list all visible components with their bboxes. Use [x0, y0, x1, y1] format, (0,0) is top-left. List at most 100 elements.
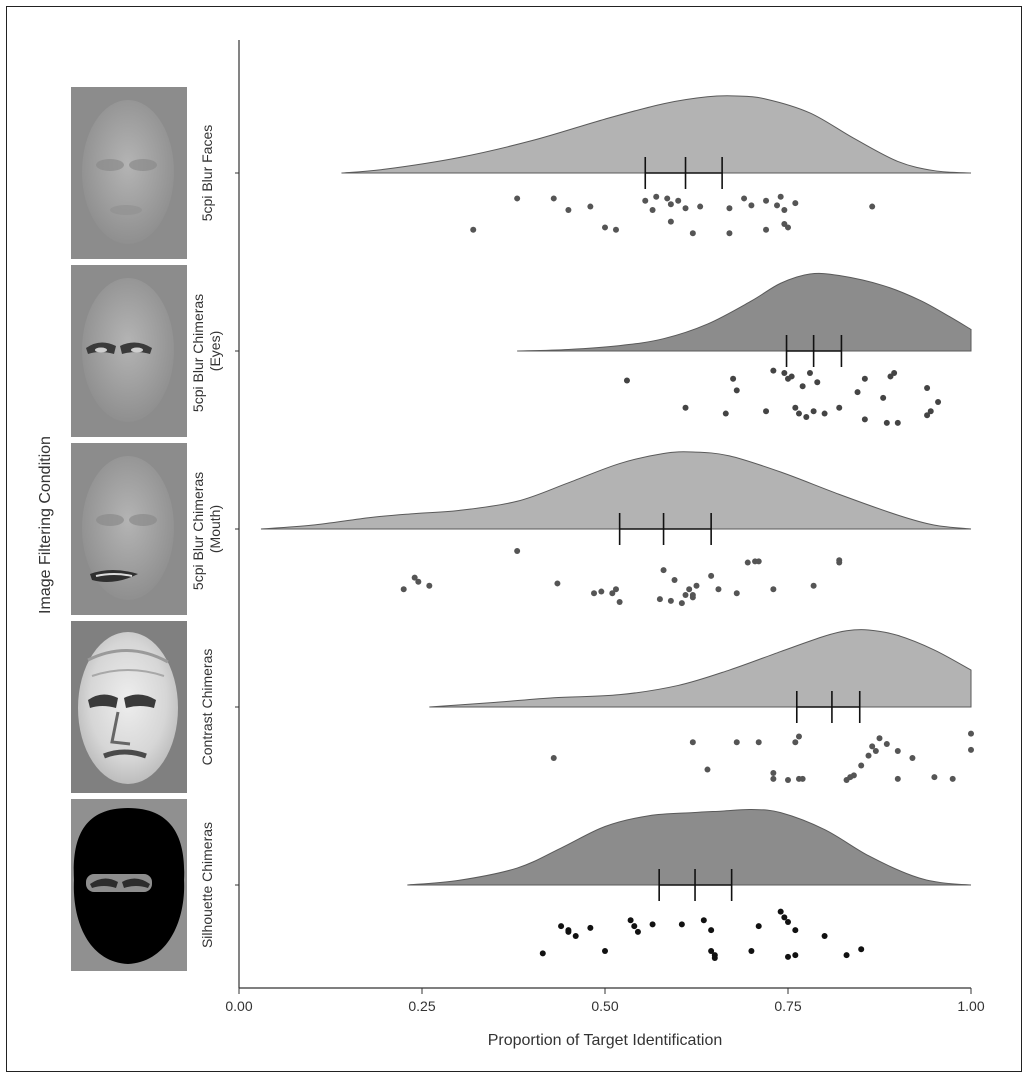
- data-point: [660, 567, 667, 574]
- data-point: [616, 599, 623, 605]
- data-point: [741, 195, 748, 202]
- data-point: [781, 369, 788, 376]
- x-tick-label: 0.75: [774, 998, 801, 1014]
- data-point: [788, 373, 795, 380]
- data-point: [785, 919, 791, 926]
- data-point: [858, 946, 865, 953]
- data-point: [667, 201, 674, 208]
- data-point: [708, 572, 715, 579]
- data-point: [795, 410, 802, 417]
- data-point: [631, 923, 638, 930]
- data-point: [880, 394, 887, 401]
- data-point: [814, 379, 821, 386]
- blurred-face-mouth-image: [71, 443, 187, 615]
- data-point: [598, 588, 605, 595]
- data-point: [927, 408, 934, 415]
- data-point: [869, 743, 876, 750]
- condition-cloud: [407, 809, 972, 961]
- data-point: [785, 953, 791, 960]
- density-curve: [260, 451, 972, 530]
- data-point: [785, 777, 791, 783]
- data-point: [733, 590, 740, 597]
- data-point: [755, 739, 762, 746]
- condition-images: [71, 87, 187, 971]
- data-point: [609, 590, 616, 597]
- condition-label: 5cpi Blur Faces: [199, 125, 215, 221]
- data-point: [799, 775, 806, 782]
- data-point: [777, 908, 784, 915]
- figure-frame: [6, 6, 1022, 1072]
- data-point: [686, 586, 693, 593]
- data-point: [909, 754, 916, 761]
- data-point: [785, 224, 791, 231]
- data-point: [682, 205, 689, 212]
- data-point: [411, 574, 418, 581]
- data-point: [693, 582, 700, 589]
- data-point: [539, 950, 546, 957]
- data-point: [400, 586, 407, 593]
- x-axis-title: Proportion of Target Identification: [488, 1032, 723, 1049]
- data-point: [792, 200, 799, 207]
- data-point: [869, 203, 876, 210]
- data-point: [836, 404, 843, 411]
- data-point: [627, 917, 634, 924]
- data-point: [733, 739, 740, 746]
- x-tick-label: 0.50: [591, 998, 618, 1014]
- data-point: [649, 207, 656, 214]
- data-point: [664, 195, 671, 202]
- data-point: [470, 226, 477, 233]
- density-curve: [407, 809, 972, 886]
- data-point: [935, 398, 942, 405]
- data-point: [836, 559, 843, 566]
- data-point: [770, 367, 777, 374]
- data-point: [854, 389, 861, 396]
- data-point: [671, 576, 678, 583]
- data-point: [656, 596, 663, 603]
- data-point: [689, 594, 696, 601]
- data-point: [602, 224, 608, 231]
- data-point: [821, 932, 828, 939]
- data-point: [865, 752, 872, 759]
- data-point: [843, 952, 850, 959]
- data-point: [821, 410, 828, 417]
- data-point: [682, 404, 689, 411]
- data-point: [612, 586, 619, 593]
- data-point: [591, 590, 598, 597]
- data-point: [792, 739, 799, 746]
- data-point: [968, 746, 974, 753]
- data-point: [810, 582, 817, 589]
- data-point: [730, 375, 737, 382]
- condition-labels: 5cpi Blur Faces 5cpi Blur Chimeras (Eyes…: [190, 125, 223, 948]
- y-axis-title: Image Filtering Condition: [37, 436, 54, 614]
- x-tick-label: 0.25: [408, 998, 435, 1014]
- data-point: [558, 923, 565, 930]
- data-point: [763, 197, 770, 204]
- x-tick-label: 1.00: [957, 998, 984, 1014]
- contrast-face-image: [71, 621, 187, 793]
- data-point: [872, 748, 879, 754]
- condition-label: Silhouette Chimeras: [199, 822, 215, 948]
- condition-cloud: [517, 272, 972, 426]
- data-point: [744, 559, 751, 566]
- data-point: [763, 408, 770, 415]
- data-point: [781, 914, 788, 921]
- data-point: [792, 404, 799, 411]
- data-point: [748, 202, 755, 209]
- data-point: [682, 592, 689, 599]
- data-point: [792, 927, 799, 934]
- blurred-face-image: [71, 87, 187, 259]
- density-curve: [517, 272, 972, 352]
- data-point: [602, 948, 608, 955]
- plot-layer: [235, 95, 974, 994]
- data-point: [774, 202, 781, 209]
- data-point: [678, 600, 685, 607]
- silhouette-face-image: [71, 799, 187, 971]
- data-point: [623, 377, 630, 384]
- data-point: [777, 193, 784, 200]
- data-point: [667, 218, 674, 225]
- data-point: [708, 927, 715, 934]
- data-point: [550, 195, 557, 202]
- data-point: [415, 578, 422, 585]
- data-point: [803, 414, 810, 421]
- data-point: [565, 928, 572, 935]
